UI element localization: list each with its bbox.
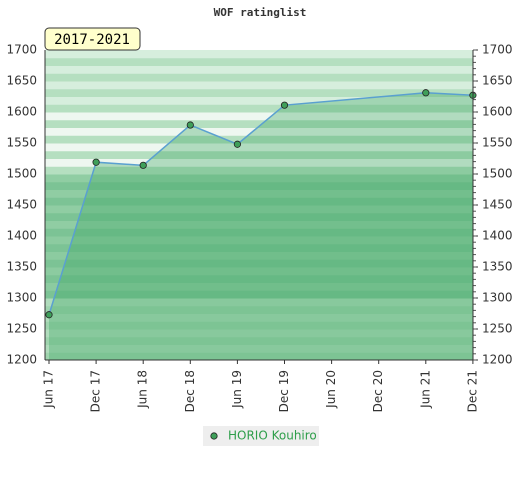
y-tick-label: 1550 [6, 136, 37, 150]
background-stripe [45, 81, 473, 90]
background-stripe [45, 352, 473, 361]
chart-title: WOF ratinglist [214, 6, 307, 19]
area [49, 92, 473, 360]
background-stripe [45, 336, 473, 345]
y-tick-label: 1500 [6, 167, 37, 181]
background-stripe [45, 57, 473, 66]
background-stripe [45, 135, 473, 144]
y-tick-label: 1600 [6, 105, 37, 119]
legend-label: HORIO Kouhiro [228, 429, 317, 443]
background-stripe [45, 96, 473, 105]
y2-tick-label: 1400 [482, 229, 513, 243]
background-stripe [45, 174, 473, 183]
line [48, 92, 473, 315]
point [45, 311, 53, 319]
x-tick-label: Dec 19 [277, 370, 291, 412]
background-stripe [45, 243, 473, 252]
background-stripe [45, 112, 473, 121]
x-tick-label: Dec 20 [371, 370, 385, 412]
y2-tick-label: 1250 [482, 322, 513, 336]
background-stripe [45, 104, 473, 113]
point [186, 121, 194, 129]
background-stripe [45, 228, 473, 237]
background-stripe [45, 282, 473, 291]
background-stripe [45, 189, 473, 198]
background-stripe [45, 73, 473, 82]
y-tick-label: 1350 [6, 260, 37, 274]
background-stripe [45, 205, 473, 214]
y-tick-label: 1450 [6, 198, 37, 212]
y2-tick-label: 1350 [482, 260, 513, 274]
x-tick-label: Dec 21 [465, 370, 479, 412]
background-stripe [45, 88, 473, 97]
point [139, 161, 147, 169]
background-stripe [45, 298, 473, 307]
y2-tick-label: 1450 [482, 198, 513, 212]
background-stripe [45, 321, 473, 330]
background-stripe [45, 212, 473, 221]
x-tick-label: Jun 21 [418, 370, 432, 409]
y2-tick-label: 1700 [482, 43, 513, 57]
point [92, 158, 100, 166]
background-stripe [45, 158, 473, 167]
background-stripe [45, 305, 473, 314]
annotation-box [44, 27, 141, 51]
background-stripe [45, 290, 473, 299]
background-stripe [45, 65, 473, 74]
plot-background [45, 50, 473, 361]
y-tick-label: 1250 [6, 322, 37, 336]
background-stripe [45, 220, 473, 229]
background-stripe [45, 150, 473, 159]
annotation: 2017-2021 [54, 32, 130, 48]
background-stripe [45, 236, 473, 245]
y2-tick-label: 1300 [482, 291, 513, 305]
x-tick-label: Dec 18 [183, 370, 197, 412]
legend [203, 426, 319, 446]
background-stripe [45, 181, 473, 190]
y-tick-label: 1650 [6, 74, 37, 88]
background-stripe [45, 344, 473, 353]
y2-tick-label: 1550 [482, 136, 513, 150]
point [280, 101, 289, 109]
y-tick-label: 1700 [6, 43, 37, 57]
background-stripe [45, 197, 473, 206]
x-tick-label: Dec 17 [89, 370, 103, 412]
background-stripe [45, 166, 473, 175]
y-tick-label: 1400 [6, 229, 37, 243]
background-stripe [45, 119, 473, 128]
background-stripe [45, 127, 473, 136]
background-stripe [45, 274, 473, 283]
x-tick-label: Jun 19 [230, 370, 244, 409]
point [233, 140, 241, 148]
y2-tick-label: 1600 [482, 105, 513, 119]
x-tick-label: Jun 18 [136, 370, 150, 409]
background-stripe [45, 313, 473, 322]
y2-tick-label: 1200 [482, 353, 513, 367]
background-stripe [45, 143, 473, 152]
y2-tick-label: 1500 [482, 167, 513, 181]
x-tick-label: Jun 17 [42, 370, 56, 409]
point [422, 89, 430, 97]
background-stripe [45, 267, 473, 276]
background-stripe [45, 259, 473, 268]
background-stripe [45, 50, 473, 59]
background-stripe [45, 251, 473, 260]
y2-tick-label: 1650 [482, 74, 513, 88]
background-stripe [45, 329, 473, 338]
y-tick-label: 1300 [6, 291, 37, 305]
y-tick-label: 1200 [6, 353, 37, 367]
legend-marker [210, 432, 218, 440]
x-tick-label: Jun 20 [324, 370, 338, 409]
